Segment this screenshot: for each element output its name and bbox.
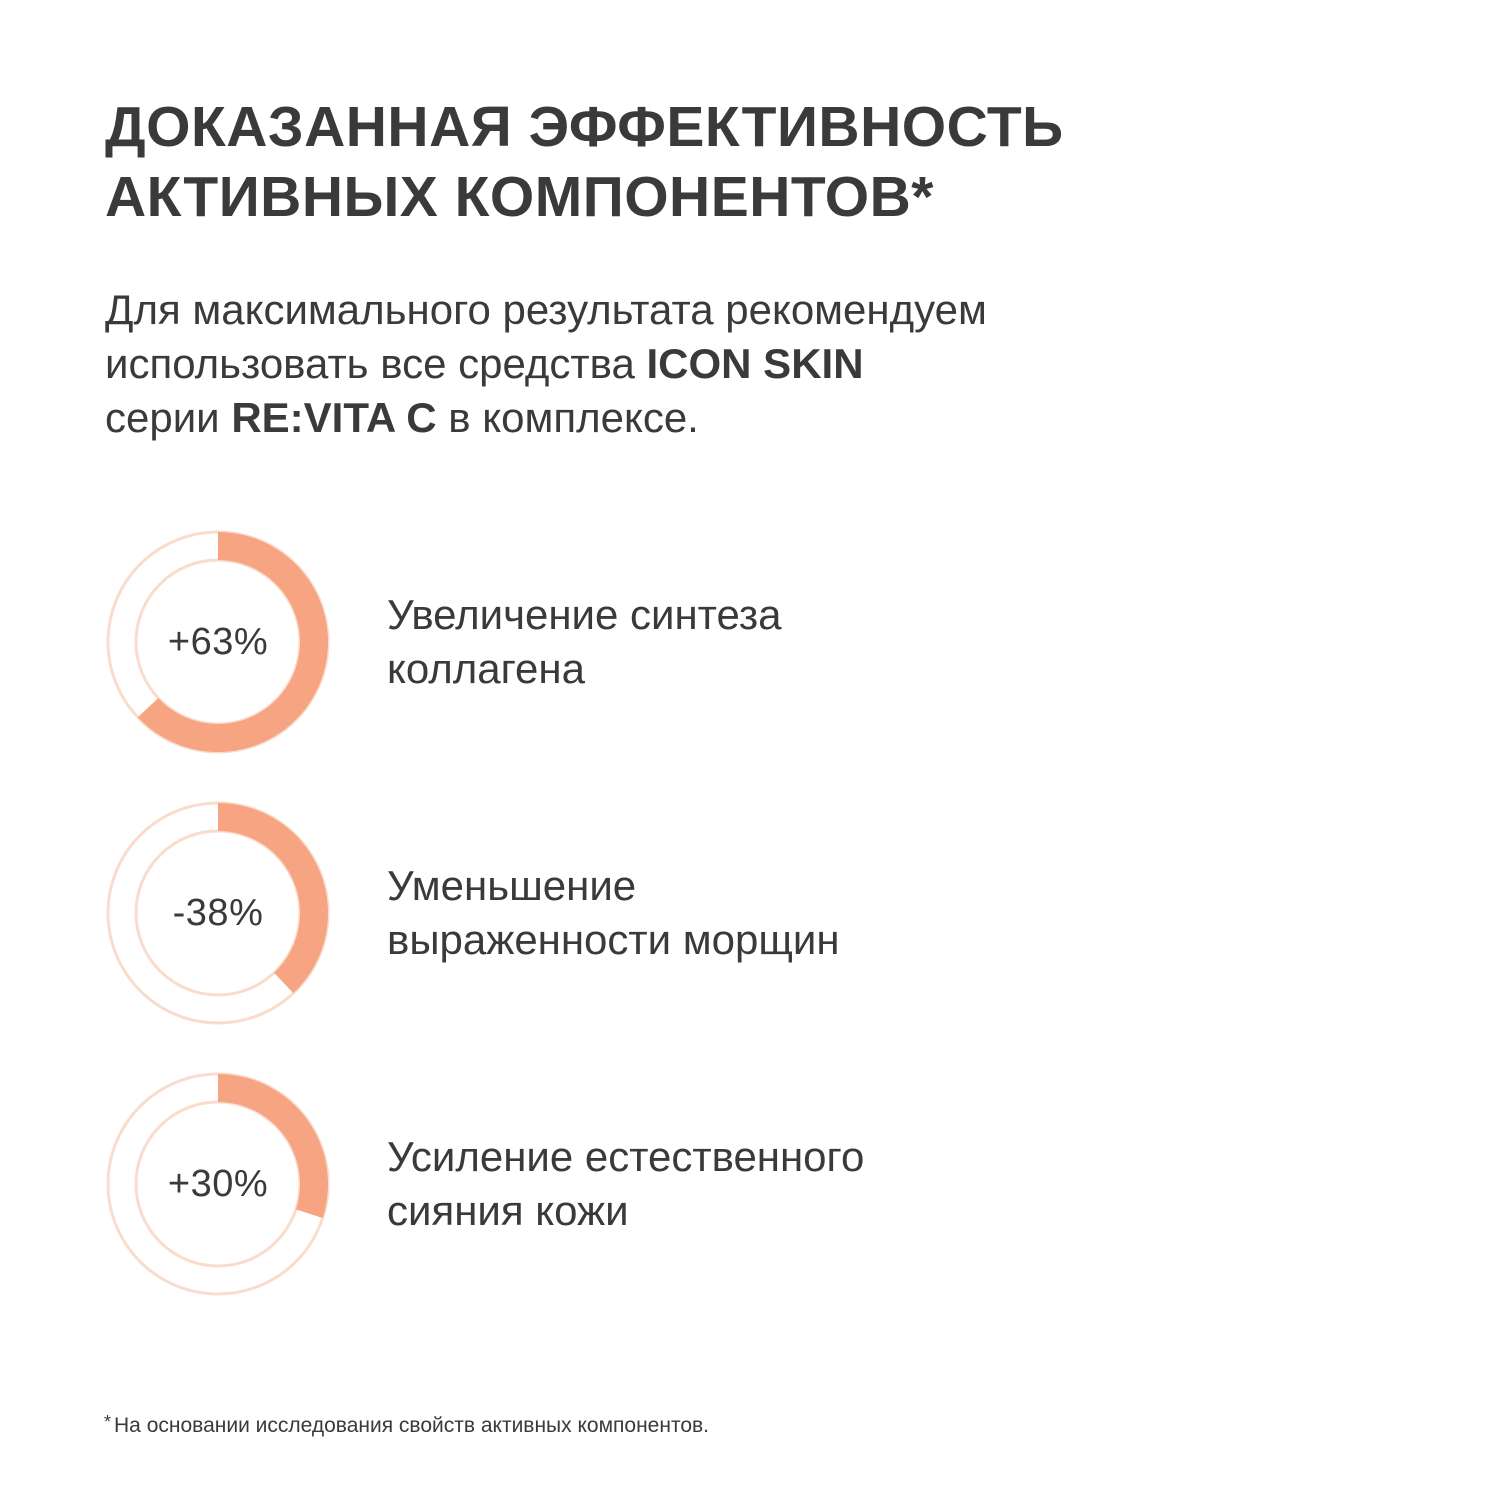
stat-label: Уменьшение выраженности морщин <box>387 859 1287 967</box>
donut-chart: +63% <box>104 528 332 756</box>
intro-line-3-suffix: в комплексе. <box>436 394 699 441</box>
footnote-text: На основании исследования свойств активн… <box>114 1414 709 1437</box>
donut-value: -38% <box>172 891 264 934</box>
intro-text: Для максимального результата рекомендуем… <box>105 283 1405 445</box>
donut-svg <box>106 1072 330 1296</box>
series-name: RE:VITA C <box>231 394 437 441</box>
intro-line-1: Для максимального результата рекомендуем <box>105 286 987 333</box>
stat-item: +63% Увеличение синтеза коллагена <box>104 528 1404 756</box>
donut-chart: +30% <box>104 1070 332 1298</box>
stat-label: Усиление естественного сияния кожи <box>387 1130 1287 1238</box>
donut-value: +63% <box>167 620 269 663</box>
donut-arc <box>137 532 328 752</box>
stat-label-line-1: Усиление естественного <box>387 1133 865 1180</box>
stat-label-line-1: Уменьшение <box>387 862 637 909</box>
page-title-line-1: ДОКАЗАННАЯ ЭФФЕКТИВНОСТЬ <box>105 95 1064 159</box>
intro-line-2: использовать все средства ICON SKIN <box>105 337 1405 391</box>
stat-label-line-1: Увеличение синтеза <box>387 591 782 638</box>
donut-chart: -38% <box>104 799 332 1027</box>
footnote-asterisk: * <box>104 1412 112 1432</box>
intro-line-3-prefix: серии <box>105 394 232 441</box>
page-title: ДОКАЗАННАЯ ЭФФЕКТИВНОСТЬ АКТИВНЫХ КОМПОН… <box>105 92 1405 232</box>
stat-label-line-2: сияния кожи <box>387 1187 629 1234</box>
donut-arc <box>218 1074 328 1218</box>
stat-label-line-2: коллагена <box>387 645 585 692</box>
stat-item: +30% Усиление естественного сияния кожи <box>104 1070 1404 1298</box>
stat-item: -38% Уменьшение выраженности морщин <box>104 799 1404 1027</box>
donut-svg <box>106 530 330 754</box>
donut-arc <box>218 803 328 994</box>
page-title-line-2: АКТИВНЫХ КОМПОНЕНТОВ* <box>105 165 934 229</box>
donut-svg <box>106 801 330 1025</box>
stat-label: Увеличение синтеза коллагена <box>387 588 1287 696</box>
footnote: * На основании исследования свойств актив… <box>104 1412 709 1438</box>
brand-name: ICON SKIN <box>646 340 864 387</box>
donut-value: +30% <box>167 1162 269 1205</box>
stat-label-line-2: выраженности морщин <box>387 916 840 963</box>
intro-line-2-text: использовать все средства <box>105 340 647 387</box>
intro-line-3: серии RE:VITA C в комплексе. <box>105 391 1405 445</box>
